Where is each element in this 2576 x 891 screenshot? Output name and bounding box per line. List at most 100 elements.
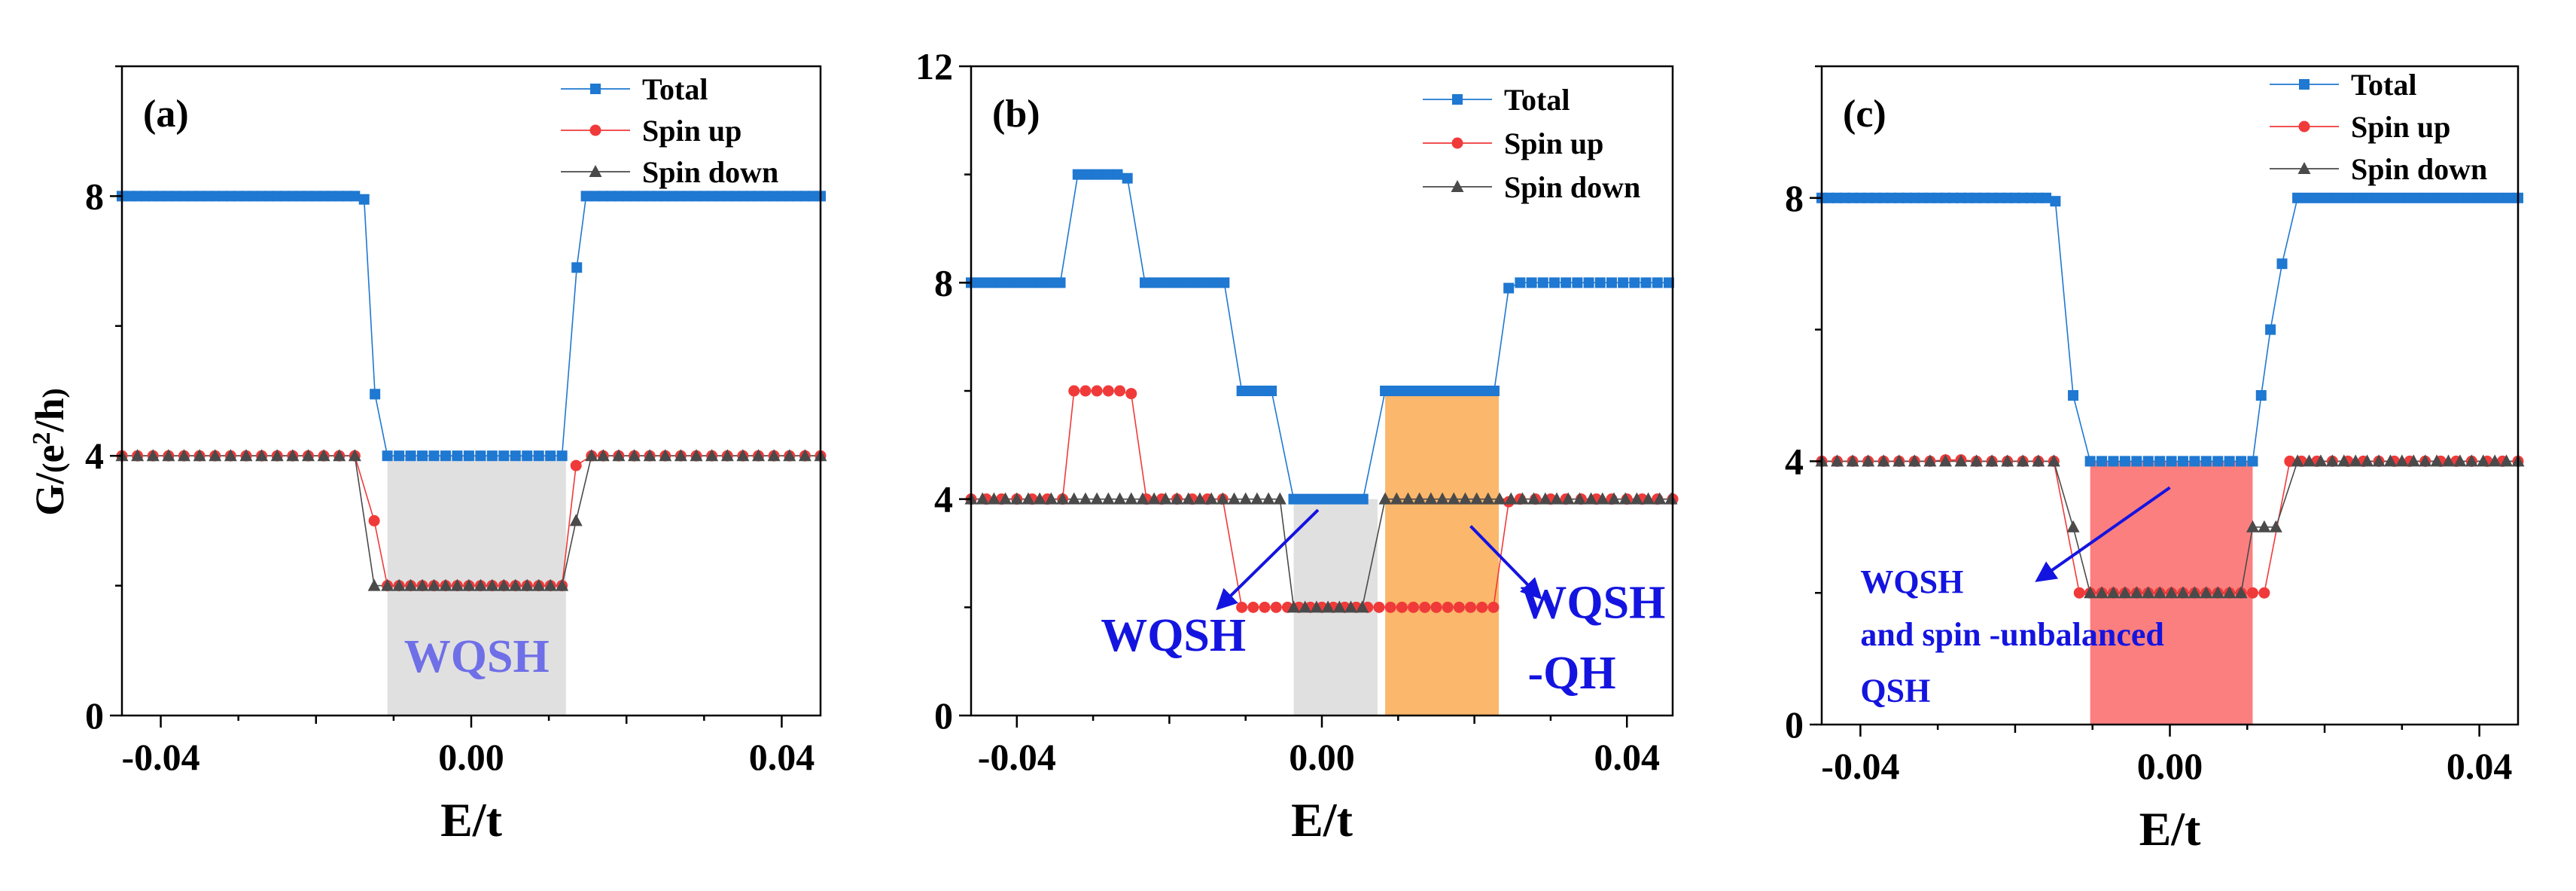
data-point (1493, 492, 1506, 505)
data-point (2383, 192, 2394, 203)
data-point (209, 449, 222, 462)
legend-marker (1452, 94, 1463, 105)
data-point (1102, 385, 1114, 397)
data-point (580, 191, 592, 202)
data-point (2068, 390, 2079, 401)
data-point (1373, 601, 1385, 613)
annotation-text: WQSH (1860, 563, 1963, 600)
data-point (1125, 492, 1138, 505)
data-point (1488, 386, 1500, 396)
data-point (1970, 454, 1984, 467)
data-point (1338, 493, 1349, 505)
data-point (162, 449, 175, 462)
data-point (2223, 586, 2236, 599)
data-point (2332, 192, 2343, 203)
data-point (522, 450, 533, 462)
series-markers (966, 169, 1674, 505)
legend-entry: Spin down (2351, 152, 2487, 186)
data-point (1228, 492, 1241, 505)
data-point (301, 449, 315, 462)
data-point (2312, 192, 2323, 203)
panel-c: 0 4 8 -0.04 0.00 0.04 E/t (c) Total Spin up Spin d… (1785, 65, 2525, 856)
data-point (2153, 586, 2166, 599)
data-point (193, 449, 206, 462)
data-point (367, 578, 381, 591)
data-point (486, 578, 499, 591)
data-point (2443, 192, 2454, 203)
data-point (2493, 192, 2504, 203)
data-point (1101, 492, 1115, 505)
data-point (1092, 169, 1104, 180)
data-point (405, 450, 416, 462)
data-point (2001, 454, 2014, 467)
data-point (1308, 493, 1319, 505)
data-point (2325, 454, 2339, 467)
legend: Total Spin up Spin down (2270, 68, 2487, 186)
data-point (1112, 169, 1123, 180)
shaded-region (1385, 391, 1500, 716)
data-point (1204, 492, 1218, 505)
data-point (2246, 520, 2259, 532)
data-point (1318, 493, 1329, 505)
data-point (1332, 600, 1346, 613)
data-point (1573, 492, 1586, 505)
x-tick-label: 0.00 (438, 736, 504, 778)
data-point (473, 578, 487, 591)
data-point (1256, 386, 1267, 396)
data-point (1139, 277, 1150, 288)
series-line (122, 195, 821, 457)
data-point (1653, 492, 1667, 505)
data-point (1831, 454, 1844, 467)
data-point (2255, 390, 2267, 401)
data-point (1113, 492, 1127, 505)
data-point (1299, 600, 1312, 613)
data-point (1079, 492, 1092, 505)
data-point (462, 578, 476, 591)
data-point (1147, 492, 1161, 505)
data-point (1469, 386, 1480, 396)
x-axis-label: E/t (440, 793, 502, 847)
data-point (1262, 492, 1275, 505)
data-point (2302, 192, 2313, 203)
data-point (2142, 586, 2155, 599)
data-point (1072, 169, 1083, 180)
data-point (705, 449, 719, 462)
data-point (1630, 492, 1643, 505)
data-point (2189, 456, 2200, 467)
x-tick-label: 0.00 (2137, 745, 2203, 787)
legend-marker (590, 84, 601, 94)
data-point (2463, 192, 2474, 203)
data-point (1189, 277, 1200, 288)
data-point (348, 449, 361, 462)
data-point (2130, 586, 2143, 599)
data-point (2361, 454, 2374, 467)
data-point (1401, 492, 1414, 505)
data-point (1447, 492, 1460, 505)
x-axis-label: E/t (1291, 793, 1353, 847)
panel-label: (b) (992, 93, 1040, 136)
data-point (177, 449, 190, 462)
data-point (1985, 454, 1999, 467)
data-point (1236, 386, 1247, 396)
data-point (2050, 196, 2061, 207)
data-point (1390, 492, 1403, 505)
data-point (2106, 586, 2120, 599)
data-point (2303, 454, 2316, 467)
data-point (1515, 277, 1526, 288)
data-point (585, 449, 598, 462)
legend-marker (589, 165, 602, 177)
series-markers (115, 449, 827, 591)
data-point (381, 578, 394, 591)
legend-marker (2298, 121, 2310, 133)
data-point (1642, 492, 1655, 505)
data-point (1585, 492, 1598, 505)
data-point (2372, 454, 2386, 467)
data-point (1045, 277, 1056, 288)
data-point (2422, 192, 2434, 203)
data-point (146, 449, 160, 462)
x-tick-label: -0.04 (121, 736, 199, 778)
data-point (1561, 277, 1572, 288)
legend: Total Spin up Spin down (1423, 83, 1640, 204)
data-point (2234, 586, 2248, 599)
